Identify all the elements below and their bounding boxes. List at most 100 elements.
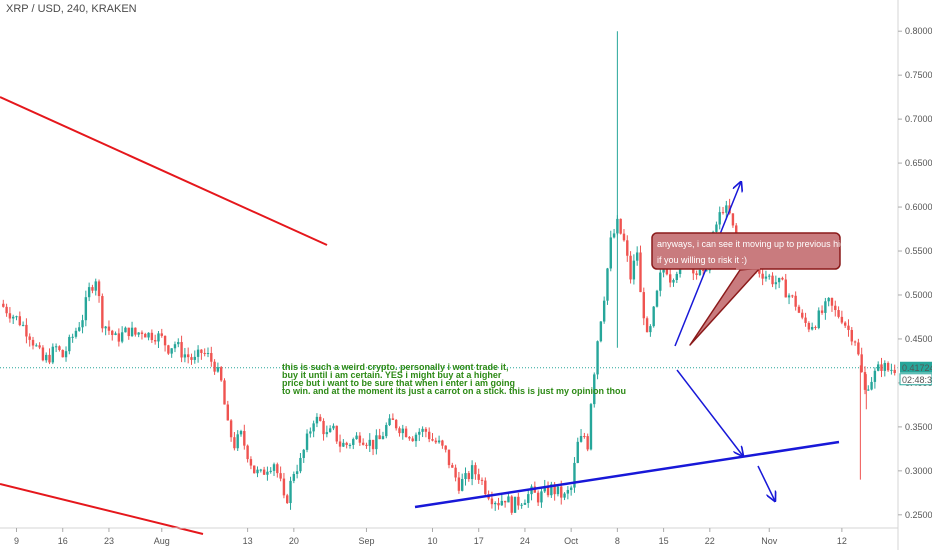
candle-body bbox=[111, 330, 114, 335]
candle-body bbox=[84, 297, 88, 321]
candle-body bbox=[335, 425, 338, 442]
candle-body bbox=[510, 496, 513, 513]
candle-body bbox=[81, 320, 84, 328]
candle-body bbox=[731, 213, 735, 226]
candle-body bbox=[21, 324, 25, 326]
red-trendline-upper[interactable] bbox=[0, 96, 328, 246]
candle-body bbox=[332, 425, 335, 429]
candle-body bbox=[540, 491, 543, 503]
candle-body bbox=[193, 356, 196, 360]
candle-body bbox=[18, 316, 22, 326]
candle-body bbox=[414, 434, 418, 442]
x-tick-label: 8 bbox=[615, 536, 620, 546]
candle-body bbox=[12, 316, 15, 319]
candle-body bbox=[652, 306, 655, 327]
candle-body bbox=[299, 457, 302, 472]
candle-body bbox=[576, 441, 579, 463]
candle-body bbox=[626, 240, 629, 256]
x-tick-label: Aug bbox=[154, 536, 170, 546]
candle-body bbox=[375, 435, 378, 450]
candle-body bbox=[101, 296, 104, 329]
candle-body bbox=[632, 260, 636, 280]
candle-body bbox=[523, 502, 527, 505]
candle-body bbox=[54, 346, 58, 348]
candle-body bbox=[500, 500, 504, 506]
candle-body bbox=[758, 267, 761, 274]
candle-body bbox=[810, 326, 814, 330]
candle-body bbox=[787, 295, 791, 298]
candle-body bbox=[867, 389, 870, 391]
candle-body bbox=[35, 345, 38, 347]
candle-body bbox=[781, 277, 784, 280]
candle-body bbox=[817, 310, 820, 329]
candle-body bbox=[536, 492, 540, 503]
candle-body bbox=[797, 306, 801, 313]
x-tick-label: 15 bbox=[659, 536, 669, 546]
candle-body bbox=[777, 277, 781, 283]
candle-body bbox=[880, 364, 883, 371]
candle-body bbox=[494, 502, 497, 505]
candle-body bbox=[768, 275, 771, 277]
y-tick-label: 0.25000 bbox=[905, 510, 932, 520]
candle-body bbox=[847, 325, 850, 330]
candle-body bbox=[398, 428, 401, 434]
candle-body bbox=[883, 362, 886, 371]
candle-body bbox=[761, 273, 764, 279]
red-trendline-lower[interactable] bbox=[0, 483, 204, 535]
x-tick-label: Sep bbox=[358, 536, 374, 546]
candle-series bbox=[2, 31, 896, 515]
candle-body bbox=[216, 367, 220, 372]
candle-body bbox=[563, 493, 566, 498]
candle-body bbox=[157, 333, 160, 342]
current-price-label: 0.41724 02:48:35 bbox=[899, 361, 932, 386]
candle-body bbox=[51, 346, 55, 363]
drawings-layer bbox=[0, 96, 840, 535]
candle-body bbox=[256, 469, 259, 474]
candle-body bbox=[850, 329, 853, 342]
candle-body bbox=[837, 310, 840, 317]
candle-body bbox=[718, 212, 721, 225]
candle-body bbox=[725, 205, 728, 213]
candle-body bbox=[309, 431, 312, 434]
candle-body bbox=[61, 349, 64, 358]
candle-body bbox=[78, 327, 81, 331]
candle-body bbox=[206, 353, 210, 355]
candle-body bbox=[104, 326, 107, 329]
candle-body bbox=[368, 439, 371, 446]
candle-body bbox=[573, 462, 576, 488]
candle-body bbox=[404, 428, 408, 438]
blue-arrow-small[interactable] bbox=[757, 465, 775, 501]
candle-body bbox=[451, 465, 454, 468]
candle-body bbox=[639, 252, 642, 293]
candle-body bbox=[239, 431, 243, 435]
candle-body bbox=[91, 287, 94, 291]
candle-body bbox=[144, 333, 147, 338]
callout-box[interactable]: anyways, i can see it moving up to previ… bbox=[651, 232, 850, 346]
note-line-3: price but i want to be sure that when i … bbox=[282, 378, 515, 388]
note-text[interactable]: this is such a weird crypto. personally … bbox=[282, 362, 626, 396]
candle-body bbox=[348, 444, 352, 446]
candle-body bbox=[243, 431, 246, 446]
candle-body bbox=[292, 473, 296, 481]
candle-body bbox=[437, 440, 441, 443]
blue-arrow-down[interactable] bbox=[676, 369, 743, 456]
candle-body bbox=[378, 435, 381, 440]
candle-body bbox=[114, 333, 117, 335]
candle-body bbox=[371, 439, 375, 450]
blue-support-line[interactable] bbox=[414, 440, 840, 509]
candle-body bbox=[107, 326, 111, 331]
candle-body bbox=[431, 439, 434, 441]
candle-body bbox=[71, 336, 74, 338]
candle-body bbox=[470, 465, 474, 480]
candle-body bbox=[543, 486, 546, 492]
candle-body bbox=[606, 268, 609, 301]
candle-body bbox=[262, 469, 266, 475]
candle-body bbox=[342, 442, 345, 447]
